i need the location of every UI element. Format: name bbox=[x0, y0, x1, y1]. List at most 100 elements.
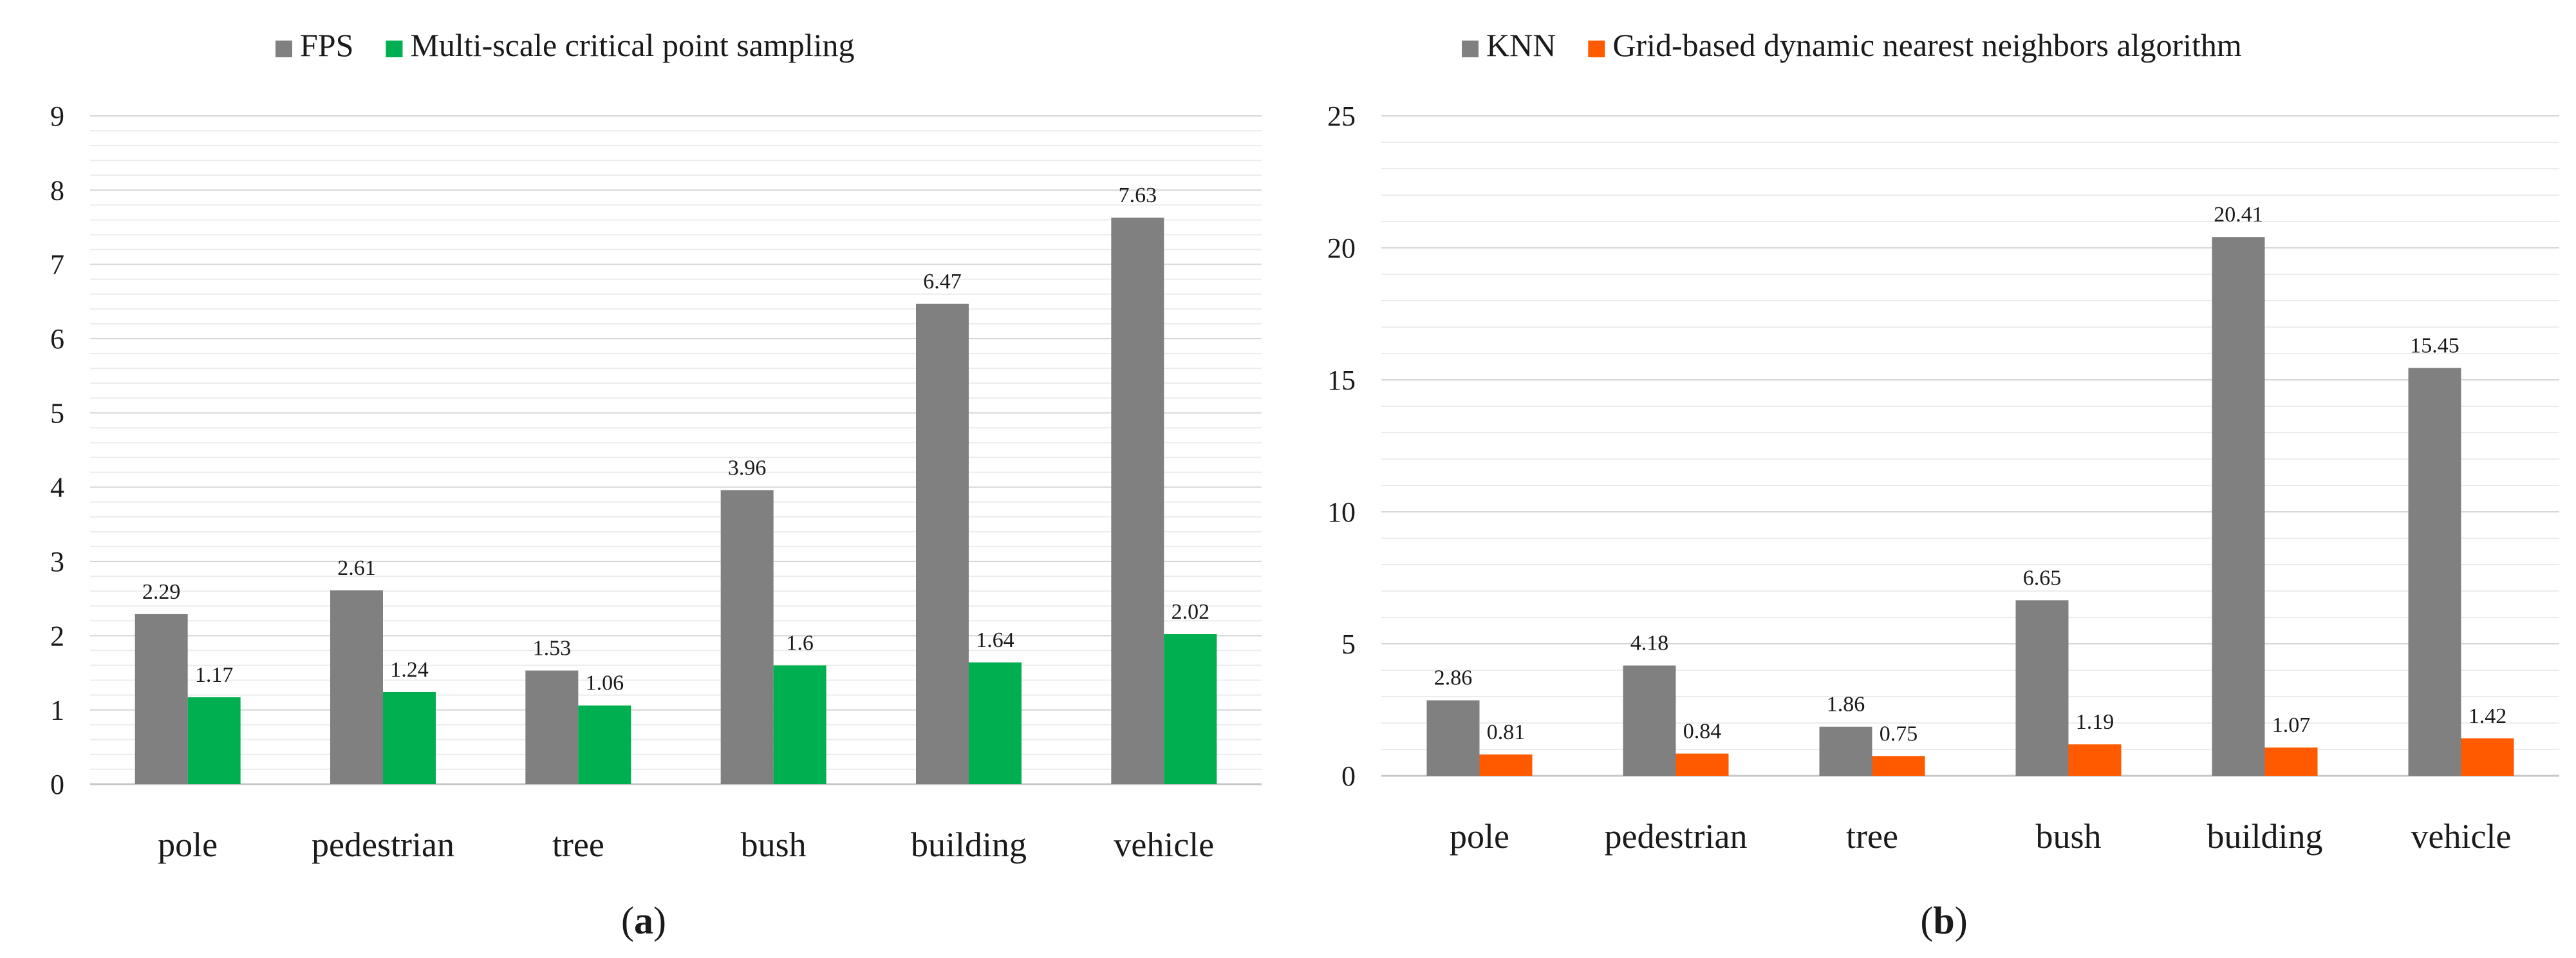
data-label: 2.29 bbox=[142, 580, 181, 604]
legend-swatch bbox=[1588, 41, 1605, 57]
legend-label: KNN bbox=[1486, 27, 1556, 63]
bar-series2-vehicle bbox=[2461, 738, 2514, 776]
legend: KNN Grid-based dynamic nearest neighbors … bbox=[1462, 27, 2242, 63]
data-label: 1.64 bbox=[976, 628, 1014, 652]
y-tick-label: 5 bbox=[1341, 628, 1356, 660]
bar-series1-building bbox=[916, 303, 969, 784]
bar-series1-building bbox=[2212, 237, 2265, 776]
bar-series1-tree bbox=[1819, 726, 1872, 776]
x-category-label: vehicle bbox=[2411, 817, 2512, 856]
y-tick-label: 4 bbox=[50, 472, 64, 503]
x-category-label: vehicle bbox=[1114, 825, 1214, 864]
y-axis-tick-labels: 0 5 10 15 20 25 bbox=[1327, 100, 1356, 792]
bar-series2-building bbox=[2264, 747, 2318, 776]
major-gridlines bbox=[90, 115, 1262, 785]
x-category-label: tree bbox=[552, 825, 604, 864]
data-label: 2.61 bbox=[337, 556, 376, 580]
data-label: 0.75 bbox=[1880, 722, 1918, 746]
minor-gridlines bbox=[1381, 115, 2559, 750]
chart-panel-a: 0 1 2 3 4 5 6 7 8 9 2.29 1.17 2.61 1.24 1.53 1.06 3.96 1.… bbox=[50, 27, 1262, 942]
caption-a: (a) bbox=[621, 899, 666, 942]
legend-swatch bbox=[386, 41, 403, 57]
legend-label: FPS bbox=[300, 27, 353, 63]
legend-label: Grid-based dynamic nearest neighbors alg… bbox=[1612, 27, 2242, 63]
y-tick-label: 9 bbox=[50, 100, 64, 132]
y-tick-label: 0 bbox=[50, 769, 64, 800]
bar-series2-tree bbox=[578, 705, 631, 784]
data-label: 1.19 bbox=[2076, 710, 2114, 734]
data-label: 1.07 bbox=[2272, 713, 2311, 737]
y-tick-label: 2 bbox=[50, 620, 64, 652]
bar-series1-pedestrian bbox=[1623, 665, 1676, 776]
bar-series1-bush bbox=[2015, 600, 2069, 776]
major-gridlines bbox=[1381, 115, 2559, 777]
x-category-label: pole bbox=[158, 825, 218, 864]
bars bbox=[1426, 237, 2514, 776]
legend-swatch bbox=[1462, 41, 1479, 57]
data-label: 0.84 bbox=[1683, 720, 1722, 744]
x-axis-category-labels: pole pedestrian tree bush building vehicle bbox=[158, 825, 1214, 864]
bar-series2-vehicle bbox=[1164, 634, 1217, 784]
data-label: 7.63 bbox=[1119, 183, 1157, 207]
data-label: 1.24 bbox=[390, 658, 429, 682]
data-label: 3.96 bbox=[728, 456, 767, 480]
caption-b: (b) bbox=[1920, 899, 1968, 942]
bar-series2-pedestrian bbox=[383, 691, 436, 784]
legend: FPS Multi-scale critical point sampling bbox=[275, 27, 855, 63]
data-label: 20.41 bbox=[2214, 203, 2263, 227]
data-label: 1.42 bbox=[2469, 704, 2507, 728]
x-category-label: bush bbox=[2035, 817, 2101, 856]
bar-series1-pole bbox=[135, 614, 188, 784]
x-axis-category-labels: pole pedestrian tree bush building vehicle bbox=[1450, 817, 2511, 856]
y-tick-label: 25 bbox=[1327, 100, 1356, 132]
y-tick-label: 10 bbox=[1327, 496, 1356, 528]
y-tick-label: 20 bbox=[1327, 232, 1356, 264]
data-label: 1.6 bbox=[786, 631, 814, 655]
bar-series1-vehicle bbox=[2408, 368, 2461, 776]
bar-series2-bush bbox=[773, 665, 826, 784]
bar-series1-tree bbox=[525, 670, 579, 784]
bar-series2-tree bbox=[1872, 756, 1925, 776]
x-category-label: building bbox=[2207, 817, 2322, 856]
y-tick-label: 3 bbox=[50, 546, 64, 578]
data-label: 4.18 bbox=[1630, 632, 1669, 655]
y-tick-label: 0 bbox=[1341, 760, 1356, 792]
x-category-label: pedestrian bbox=[312, 825, 454, 864]
bar-series2-pedestrian bbox=[1675, 753, 1729, 776]
x-category-label: bush bbox=[741, 825, 807, 864]
data-label: 15.45 bbox=[2410, 334, 2459, 358]
minor-gridlines bbox=[90, 115, 1262, 770]
y-tick-label: 5 bbox=[50, 397, 64, 429]
bar-series1-vehicle bbox=[1111, 218, 1164, 784]
y-tick-label: 7 bbox=[50, 249, 64, 281]
bars bbox=[135, 218, 1217, 784]
caption-a-letter: a bbox=[634, 899, 653, 942]
y-axis-tick-labels: 0 1 2 3 4 5 6 7 8 9 bbox=[50, 100, 64, 800]
bar-series1-bush bbox=[720, 490, 774, 784]
data-labels: 2.29 1.17 2.61 1.24 1.53 1.06 3.96 1.6 6.47 1.64 7… bbox=[142, 183, 1209, 695]
bar-chart-a: 0 1 2 3 4 5 6 7 8 9 2.29 1.17 2.61 1.24 1.53 1.06 3.96 1.… bbox=[50, 27, 1262, 864]
x-category-label: tree bbox=[1846, 817, 1898, 856]
chart-panel-b: 0 5 10 15 20 25 2.86 0.81 4.18 0.84 1.86 0.75 6.65 1.… bbox=[1288, 0, 2576, 958]
bar-chart-b: 0 5 10 15 20 25 2.86 0.81 4.18 0.84 1.86 0.75 6.65 1.… bbox=[1327, 27, 2559, 856]
x-category-label: pole bbox=[1450, 817, 1509, 856]
x-category-label: building bbox=[911, 825, 1027, 864]
data-label: 1.17 bbox=[195, 663, 234, 687]
data-label: 0.81 bbox=[1487, 720, 1526, 744]
legend-swatch bbox=[275, 41, 292, 57]
data-label: 2.86 bbox=[1434, 666, 1473, 690]
bar-series2-bush bbox=[2068, 744, 2122, 776]
bar-series2-pole bbox=[1479, 754, 1533, 776]
data-label: 1.06 bbox=[586, 672, 624, 695]
bar-series2-building bbox=[969, 662, 1022, 784]
data-label: 1.53 bbox=[533, 637, 572, 661]
bar-series1-pole bbox=[1426, 700, 1480, 776]
y-tick-label: 1 bbox=[50, 695, 64, 726]
data-label: 6.65 bbox=[2023, 566, 2062, 590]
caption-b-letter: b bbox=[1933, 899, 1955, 942]
y-tick-label: 8 bbox=[50, 174, 64, 206]
bar-series2-pole bbox=[187, 697, 241, 784]
legend-label: Multi-scale critical point sampling bbox=[410, 27, 854, 63]
data-label: 2.02 bbox=[1171, 600, 1210, 624]
y-tick-label: 15 bbox=[1327, 364, 1356, 396]
